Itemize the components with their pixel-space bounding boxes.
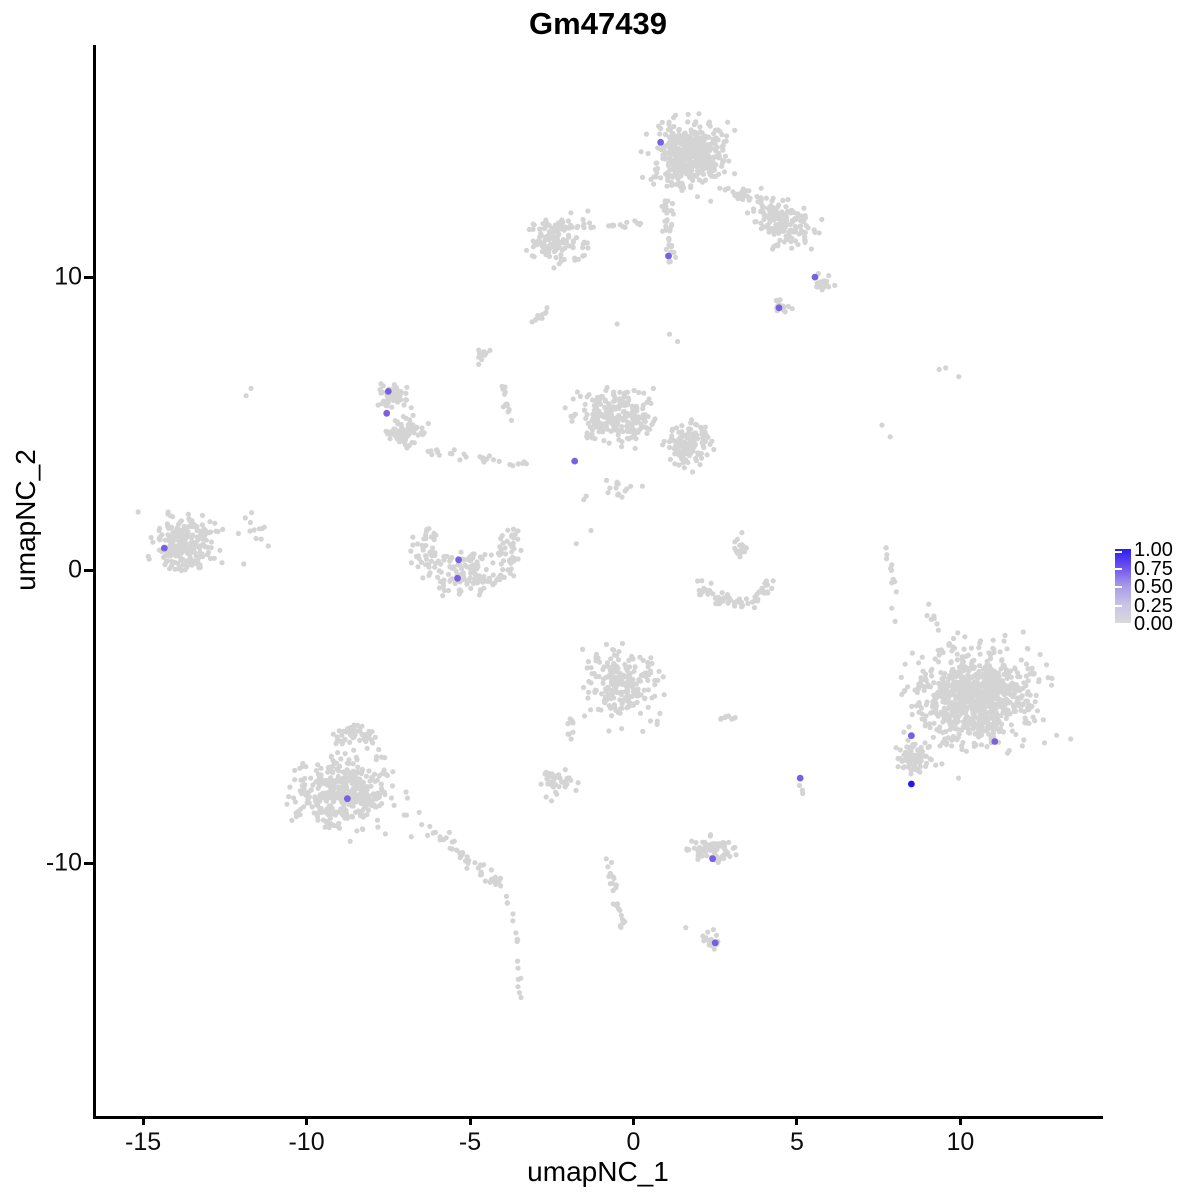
x-tick bbox=[795, 1116, 799, 1125]
legend-tick bbox=[1115, 586, 1122, 588]
legend-label: 0.75 bbox=[1134, 557, 1173, 580]
x-tick-label: 5 bbox=[790, 1128, 804, 1156]
x-tick-label: 10 bbox=[946, 1128, 975, 1156]
legend-label: 1.00 bbox=[1134, 539, 1173, 561]
x-tick-label: -5 bbox=[458, 1128, 482, 1156]
color-legend: 1.00 0.75 0.50 0.25 0.00 bbox=[1113, 540, 1200, 640]
x-tick-label: 0 bbox=[626, 1128, 641, 1156]
x-tick bbox=[958, 1116, 962, 1125]
x-tick-label: -15 bbox=[125, 1128, 162, 1156]
plot-title: Gm47439 bbox=[529, 6, 667, 41]
legend-label: 0.00 bbox=[1134, 613, 1173, 635]
x-axis-title: umapNC_1 bbox=[527, 1156, 669, 1187]
y-axis-title: umapNC_2 bbox=[10, 449, 41, 591]
x-tick bbox=[305, 1116, 309, 1125]
legend-label: 0.50 bbox=[1134, 576, 1173, 598]
y-tick bbox=[84, 568, 93, 572]
legend-tick bbox=[1115, 604, 1122, 607]
legend-tick bbox=[1115, 567, 1122, 570]
y-tick-label: 0 bbox=[68, 555, 82, 584]
y-tick-label: -10 bbox=[45, 848, 82, 877]
y-tick-label: 10 bbox=[54, 262, 82, 291]
x-tick bbox=[141, 1116, 145, 1125]
x-tick-label: -10 bbox=[288, 1128, 325, 1156]
scatter-points bbox=[135, 111, 1074, 1001]
y-tick bbox=[84, 275, 93, 279]
legend-label: 0.25 bbox=[1134, 594, 1173, 617]
plot-panel bbox=[93, 45, 1103, 1119]
y-tick bbox=[84, 861, 93, 865]
x-tick bbox=[632, 1116, 635, 1125]
legend-tick bbox=[1115, 551, 1122, 553]
x-tick bbox=[468, 1116, 472, 1125]
